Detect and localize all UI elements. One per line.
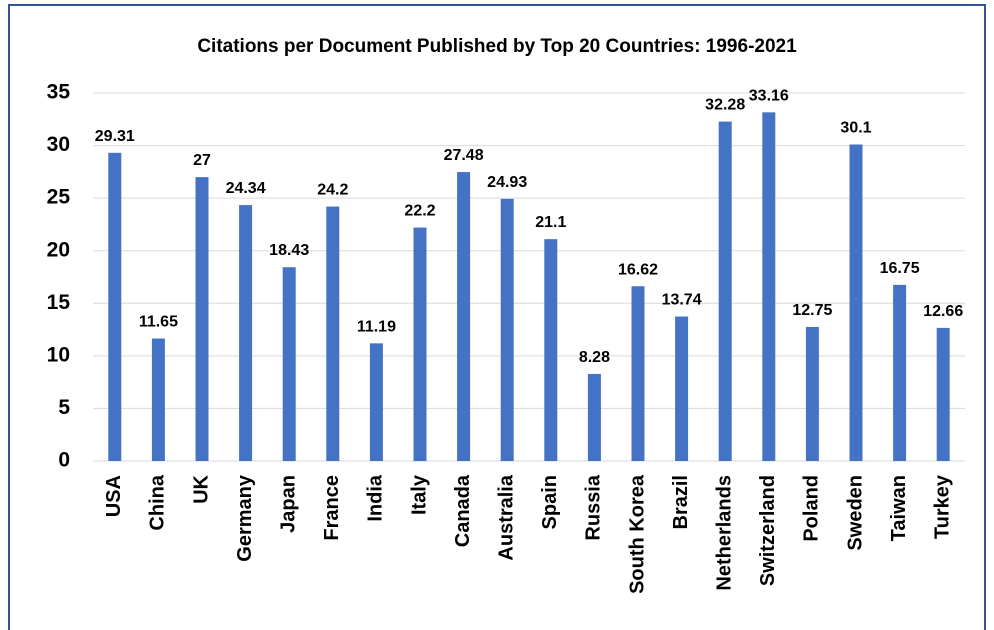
bar [893, 284, 907, 461]
bar [108, 152, 122, 461]
data-label: 16.75 [880, 260, 920, 277]
x-tick-label: Spain [539, 475, 561, 529]
bar [805, 326, 819, 461]
data-label: 22.2 [404, 203, 435, 220]
data-label: 11.19 [357, 318, 396, 335]
data-label: 18.43 [269, 242, 309, 259]
x-tick-label: Turkey [931, 474, 953, 539]
x-tick-label: Germany [234, 474, 256, 562]
bar [675, 316, 689, 461]
data-label: 27.48 [444, 147, 484, 164]
x-tick-label: Taiwan [888, 475, 910, 541]
y-tick-label: 35 [47, 81, 71, 104]
x-tick-label: Poland [801, 475, 823, 542]
x-tick-label: Sweden [844, 475, 866, 551]
bar [936, 327, 950, 461]
chart-title: Citations per Document Published by Top … [197, 36, 797, 57]
x-tick-label: Australia [495, 474, 517, 560]
data-label: 30.1 [840, 120, 871, 137]
data-label: 29.31 [95, 128, 135, 145]
y-tick-label: 30 [47, 133, 70, 156]
data-label: 27 [193, 152, 211, 169]
x-tick-label: UK [190, 474, 212, 503]
y-tick-label: 10 [47, 343, 70, 366]
y-tick-label: 0 [58, 449, 70, 472]
y-tick-label: 25 [47, 186, 71, 209]
bar [195, 177, 209, 461]
bar [718, 121, 732, 462]
bar [282, 267, 296, 461]
x-tick-label: Netherlands [713, 475, 735, 591]
data-label: 24.93 [487, 174, 527, 191]
bar [151, 338, 165, 461]
data-label: 21.1 [535, 214, 566, 231]
data-label: 24.2 [317, 182, 348, 199]
data-label: 11.65 [139, 314, 178, 331]
bar [413, 227, 427, 461]
bar [369, 343, 383, 461]
x-tick-label: France [321, 475, 343, 541]
bar [457, 172, 471, 461]
bar [544, 239, 558, 461]
x-tick-label: Russia [583, 474, 605, 540]
data-label: 24.34 [226, 180, 266, 197]
y-tick-label: 15 [47, 291, 71, 314]
x-tick-label: China [147, 474, 169, 530]
y-tick-label: 20 [47, 238, 70, 261]
bar [239, 205, 253, 461]
data-label: 33.16 [749, 87, 789, 104]
x-tick-label: USA [103, 475, 125, 517]
data-label: 16.62 [618, 261, 658, 278]
x-tick-label: Switzerland [757, 475, 779, 586]
x-tick-label: South Korea [626, 474, 648, 594]
data-label: 13.74 [662, 292, 702, 309]
bar [587, 373, 601, 461]
bar [762, 112, 776, 461]
data-label: 12.75 [792, 302, 832, 319]
x-tick-label: Brazil [670, 475, 692, 529]
x-tick-label: India [365, 474, 387, 522]
data-label: 12.66 [923, 303, 963, 320]
bar [631, 286, 645, 461]
bar [500, 198, 514, 462]
bar [326, 206, 340, 461]
data-label: 32.28 [705, 97, 745, 114]
x-tick-label: Japan [277, 475, 299, 533]
x-tick-label: Canada [452, 474, 474, 547]
x-tick-label: Italy [408, 474, 430, 515]
bar [849, 144, 863, 461]
data-label: 8.28 [579, 349, 610, 366]
frame [8, 4, 986, 630]
y-tick-label: 5 [58, 396, 70, 419]
